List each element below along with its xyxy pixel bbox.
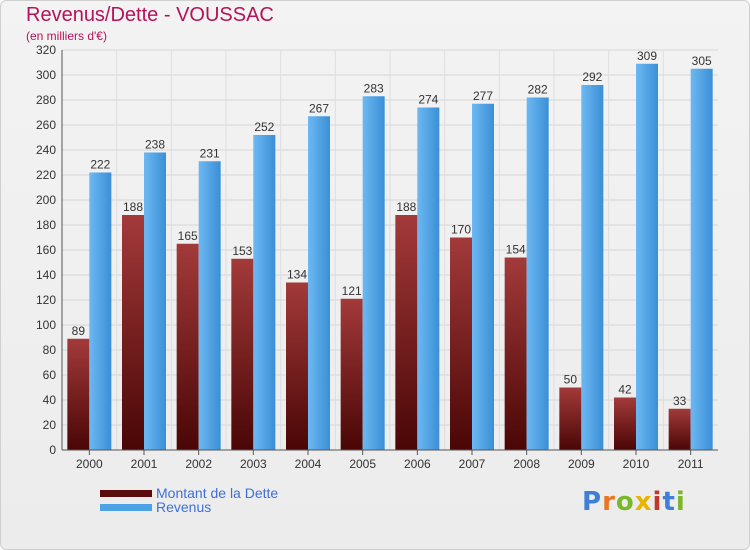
data-label-revenus: 277 bbox=[473, 89, 493, 103]
axes: 0 20 40 60 80 100 120 140 160 180 200 220 240 260 280 3… bbox=[36, 43, 718, 471]
y-tick-label: 200 bbox=[36, 193, 56, 207]
x-tick-label: 2011 bbox=[678, 457, 704, 471]
legend-item-debt: Montant de la Dette bbox=[100, 485, 279, 501]
bar-dette bbox=[559, 387, 582, 450]
grid-lines bbox=[61, 49, 718, 451]
data-label-revenus: 292 bbox=[582, 70, 602, 84]
chart-subtitle: (en milliers d'€) bbox=[26, 29, 107, 43]
bar-revenus bbox=[636, 63, 658, 450]
bar-revenus bbox=[362, 96, 385, 450]
bar-revenus bbox=[308, 116, 330, 450]
legend-swatch-debt bbox=[100, 489, 152, 497]
bar-dette bbox=[504, 257, 527, 450]
bar-dette bbox=[668, 408, 691, 450]
legend-item-revenue: Revenus bbox=[100, 499, 278, 515]
y-tick-label: 220 bbox=[36, 168, 56, 182]
logo-letter: t bbox=[662, 487, 676, 517]
x-tick-label: 2010 bbox=[623, 457, 650, 471]
data-labels: 89 222 188 238 165 231 153 252 134 267 121 283 188 27… bbox=[72, 49, 712, 408]
x-tick-label: 2004 bbox=[295, 457, 322, 471]
data-label-dette: 165 bbox=[178, 229, 198, 243]
bar-dette bbox=[450, 237, 472, 450]
data-label-revenus: 283 bbox=[364, 81, 384, 95]
data-label-dette: 121 bbox=[342, 284, 362, 298]
y-tick-label: 120 bbox=[36, 293, 56, 307]
data-label-revenus: 222 bbox=[90, 158, 110, 172]
bar-dette bbox=[340, 298, 363, 450]
legend-label-revenue: Revenus bbox=[156, 499, 212, 515]
y-tick-label: 260 bbox=[36, 118, 56, 132]
y-tick-label: 60 bbox=[43, 368, 57, 382]
y-tick-label: 100 bbox=[36, 318, 56, 332]
logo-letter: i bbox=[652, 487, 663, 517]
logo-letter: r bbox=[602, 487, 616, 517]
y-tick-label: 180 bbox=[36, 218, 56, 232]
data-label-dette: 50 bbox=[564, 373, 578, 387]
bar-dette bbox=[286, 282, 308, 450]
bar-revenus bbox=[581, 85, 604, 450]
data-label-revenus: 282 bbox=[528, 83, 548, 97]
data-label-revenus: 274 bbox=[418, 93, 438, 107]
logo-letter: o bbox=[615, 487, 635, 517]
y-tick-label: 40 bbox=[43, 393, 57, 407]
data-label-dette: 134 bbox=[287, 268, 307, 282]
bar-revenus bbox=[253, 135, 276, 450]
bar-revenus bbox=[472, 103, 494, 450]
bar-dette bbox=[231, 258, 254, 450]
bar-revenus bbox=[526, 97, 549, 450]
bar-dette bbox=[122, 215, 144, 450]
data-label-dette: 153 bbox=[232, 244, 252, 258]
x-tick-label: 2005 bbox=[349, 457, 376, 471]
bars bbox=[67, 63, 713, 450]
y-tick-label: 80 bbox=[43, 343, 57, 357]
y-tick-label: 0 bbox=[49, 443, 56, 457]
y-tick-label: 300 bbox=[36, 68, 56, 82]
x-tick-label: 2003 bbox=[240, 457, 267, 471]
bar-revenus bbox=[198, 161, 221, 450]
y-tick-label: 280 bbox=[36, 93, 56, 107]
bar-revenus bbox=[690, 68, 713, 450]
x-tick-label: 2008 bbox=[513, 457, 540, 471]
bar-dette bbox=[614, 397, 636, 450]
chart-title: Revenus/Dette - VOUSSAC bbox=[26, 4, 274, 26]
x-tick-label: 2001 bbox=[131, 457, 158, 471]
bar-dette bbox=[67, 338, 90, 450]
data-label-dette: 89 bbox=[72, 324, 86, 338]
bar-revenus bbox=[89, 172, 112, 450]
bar-revenus bbox=[417, 107, 440, 450]
data-label-dette: 154 bbox=[506, 243, 526, 257]
chart-legend: Montant de la Dette Revenus bbox=[100, 485, 279, 515]
x-tick-label: 2009 bbox=[568, 457, 595, 471]
logo-letter: P bbox=[582, 487, 603, 517]
x-tick-label: 2000 bbox=[76, 457, 103, 471]
data-label-dette: 188 bbox=[123, 200, 143, 214]
data-label-revenus: 238 bbox=[145, 138, 165, 152]
data-label-dette: 170 bbox=[451, 223, 471, 237]
logo-letter: x bbox=[634, 487, 653, 517]
bar-dette bbox=[176, 243, 199, 450]
legend-swatch-revenue bbox=[100, 503, 152, 511]
data-label-revenus: 305 bbox=[692, 54, 712, 68]
legend-label-debt: Montant de la Dette bbox=[156, 485, 279, 501]
data-label-revenus: 267 bbox=[309, 101, 329, 115]
data-label-revenus: 309 bbox=[637, 49, 657, 63]
data-label-revenus: 252 bbox=[254, 120, 274, 134]
data-label-dette: 33 bbox=[673, 394, 687, 408]
y-tick-label: 20 bbox=[43, 418, 57, 432]
y-tick-label: 140 bbox=[36, 268, 56, 282]
x-tick-label: 2006 bbox=[404, 457, 431, 471]
bar-dette bbox=[395, 215, 418, 450]
logo-letter: i bbox=[675, 487, 686, 517]
data-label-revenus: 231 bbox=[200, 146, 220, 160]
x-tick-label: 2002 bbox=[185, 457, 212, 471]
y-tick-label: 160 bbox=[36, 243, 56, 257]
y-tick-label: 320 bbox=[36, 43, 56, 57]
data-label-dette: 188 bbox=[396, 200, 416, 214]
proxiti-logo: Proxiti bbox=[582, 487, 686, 517]
bar-revenus bbox=[144, 152, 166, 450]
y-tick-label: 240 bbox=[36, 143, 56, 157]
x-tick-label: 2007 bbox=[459, 457, 486, 471]
data-label-dette: 42 bbox=[618, 383, 632, 397]
